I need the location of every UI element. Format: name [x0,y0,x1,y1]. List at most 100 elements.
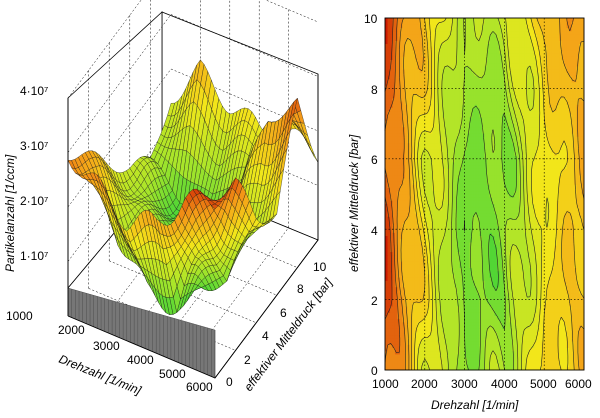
heatmap-cell [414,258,418,262]
heatmap-cell [519,274,523,278]
heatmap-cell [427,350,431,355]
heatmap-cell [536,344,540,348]
heatmap-cell [439,267,443,272]
heatmap-cell [524,318,528,323]
heatmap-cell [429,277,433,281]
heatmap-cell [432,238,436,243]
heatmap-cell [496,245,500,249]
heatmap-cell [559,312,563,316]
heatmap-cell [576,251,580,256]
heatmap-cell [574,338,577,342]
heatmap-cell [474,354,478,358]
heatmap-cell [499,267,503,272]
heatmap-cell [524,334,528,339]
heatmap-cell [496,350,500,355]
heatmap-cell [556,312,560,316]
heatmap-cell [412,267,416,272]
heatmap-cell [439,331,443,336]
heatmap-cell [477,354,480,358]
heatmap-cell [479,312,483,316]
heatmap-cell [469,283,473,288]
heatmap-cell [489,258,493,262]
heatmap-cell [452,328,456,332]
heatmap-cell [479,264,483,268]
heatmap-cell [387,357,391,361]
heatmap-cell [559,222,563,227]
heatmap-cell [546,334,550,339]
heatmap-cell [576,318,580,323]
heatmap-cell [474,270,478,275]
heatmap-cell [387,354,391,358]
heatmap-cell [437,222,441,227]
heatmap-cell [564,315,567,320]
heatmap-cell [397,232,401,236]
heatmap-cell [561,251,565,256]
heatmap-cell [457,222,461,227]
heatmap-cell [419,261,423,265]
heatmap-cell [534,328,538,332]
heatmap-cell [566,232,570,236]
heatmap-cell [409,290,413,294]
heatmap-cell [432,357,436,361]
heatmap-cell [486,274,490,278]
heatmap-cell [499,328,503,332]
heatmap-cell [524,331,528,336]
heatmap-cell [556,267,560,272]
heatmap-cell [439,261,443,265]
heatmap-cell [404,331,408,336]
heatmap-cell [576,315,580,320]
heatmap-cell [472,286,475,291]
heatmap-cell [389,328,393,332]
heatmap-cell [574,363,577,368]
heatmap-cell [519,232,523,236]
heatmap-cell [529,248,533,252]
heatmap-cell [524,254,528,259]
heatmap-cell [569,360,572,364]
heatmap-cell [444,264,448,268]
heatmap-cell [574,357,577,361]
heatmap-cell [546,258,550,262]
heatmap-cell [559,328,563,332]
heatmap-cell [464,222,468,227]
heatmap-cell [506,354,510,358]
heatmap-cell [444,312,448,316]
heatmap-cell [491,354,495,358]
heatmap-cell [464,306,468,310]
heatmap-cell [484,222,488,227]
heatmap-cell [474,222,478,227]
heatmap-cell [544,248,548,252]
heatmap-cell [442,242,446,246]
heatmap-cell [554,315,558,320]
heatmap-cell [444,306,448,310]
heatmap-cell [516,325,520,329]
heatmap-cell [509,229,513,233]
heatmap-cell [392,363,396,368]
heatmap-cell [556,277,560,281]
heatmap-cell [447,347,451,352]
heatmap-cell [454,338,458,342]
heatmap-cell [554,293,558,297]
heatmap-cell [427,347,431,352]
heatmap-cell [576,267,580,272]
heatmap-cell [447,325,451,329]
heatmap-cell [442,280,446,284]
heatmap-cell [429,344,433,348]
heatmap-cell [516,286,520,291]
heatmap-cell [521,299,525,304]
heatmap-cell [531,299,535,304]
heatmap-cell [536,242,540,246]
heatmap-cell [489,242,493,246]
heatmap-cell [419,328,423,332]
heatmap-cell [546,235,550,240]
heatmap-cell [551,280,555,284]
heatmap-cell [467,277,470,281]
heatmap-cell [442,363,446,368]
heatmap-cell [546,251,550,256]
heatmap-cell [484,325,488,329]
heatmap-cell [564,341,567,345]
heatmap-cell [579,363,582,368]
heatmap-cell [454,248,458,252]
heatmap-cell [526,264,530,268]
heatmap-cell [482,328,485,332]
heatmap-cell [449,258,453,262]
